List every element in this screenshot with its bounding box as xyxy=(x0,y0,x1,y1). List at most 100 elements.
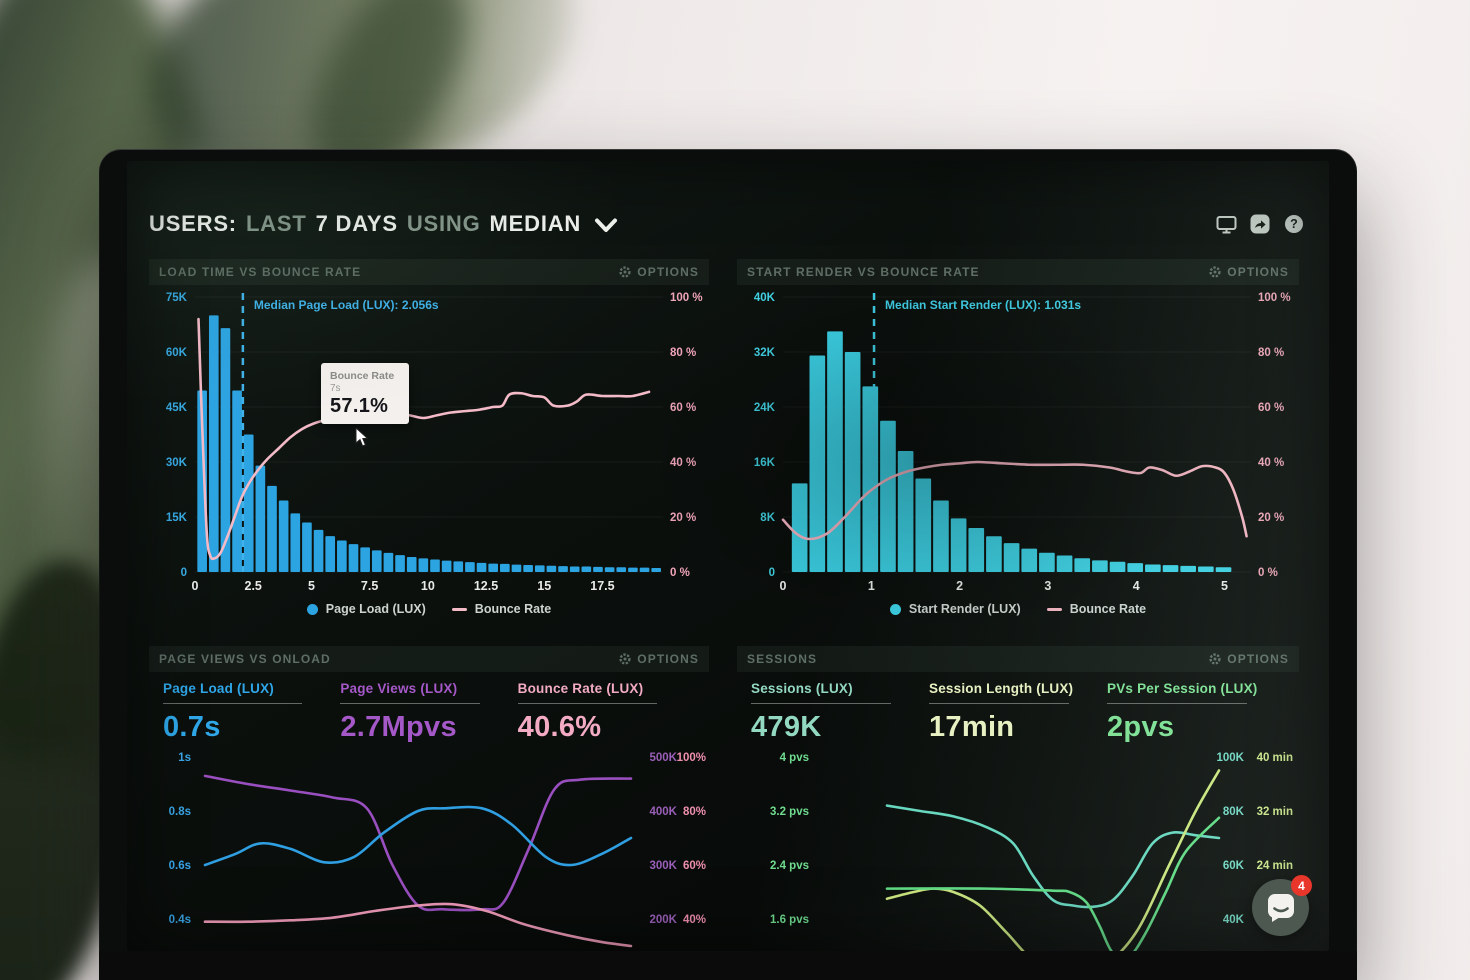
series-line xyxy=(885,816,1221,951)
options-button[interactable]: OPTIONS xyxy=(1209,265,1289,279)
bar[interactable] xyxy=(511,564,522,572)
bar[interactable] xyxy=(1215,567,1232,572)
bar[interactable] xyxy=(581,566,592,573)
bar[interactable] xyxy=(546,565,557,572)
bar[interactable] xyxy=(1198,566,1214,573)
sessions-chart[interactable]: 4 pvs 100K 40 min 3.2 pvs 80K 32 min 2.4 pvs 60… xyxy=(737,744,1297,951)
bar[interactable] xyxy=(827,331,843,572)
tooltip-value: 57.1% xyxy=(330,395,389,417)
x-axis-label: 15 xyxy=(537,579,551,593)
gear-icon xyxy=(619,653,631,665)
bar[interactable] xyxy=(267,485,277,572)
load-time-chart[interactable]: 75K 100 % 60K 80 % 45K 60 % 30K 40 % 15K 20 % 0 0 %… xyxy=(149,285,709,601)
y-axis-label: 45K xyxy=(166,402,188,414)
bar[interactable] xyxy=(1021,548,1038,572)
y2-axis-label: 200K xyxy=(650,914,678,926)
bar[interactable] xyxy=(290,513,301,572)
bar[interactable] xyxy=(862,386,879,572)
bar[interactable] xyxy=(1003,543,1020,572)
bar[interactable] xyxy=(1180,565,1197,572)
share-icon[interactable] xyxy=(1249,213,1271,235)
bar[interactable] xyxy=(968,528,985,572)
bar[interactable] xyxy=(1074,558,1091,572)
bar[interactable] xyxy=(1039,552,1055,572)
bar[interactable] xyxy=(255,465,266,572)
bar[interactable] xyxy=(395,555,405,572)
users-range-dropdown[interactable]: USERS: LAST 7 DAYS USING MEDIAN xyxy=(149,211,618,237)
bar[interactable] xyxy=(534,565,545,572)
chat-widget-button[interactable]: 4 xyxy=(1252,875,1312,936)
bar[interactable] xyxy=(809,355,826,572)
bar[interactable] xyxy=(465,562,475,572)
bar[interactable] xyxy=(243,434,254,573)
laptop-bezel xyxy=(99,951,1357,980)
display-icon[interactable] xyxy=(1215,213,1237,235)
bar[interactable] xyxy=(593,566,603,572)
panel-start-render-vs-bounce-rate: START RENDER VS BOUNCE RATE OPTIONS 40K 1… xyxy=(737,259,1299,631)
bar[interactable] xyxy=(476,562,487,572)
bar[interactable] xyxy=(383,552,394,572)
bar[interactable] xyxy=(453,561,464,572)
bar[interactable] xyxy=(406,556,417,572)
bar[interactable] xyxy=(337,540,347,572)
bar[interactable] xyxy=(371,550,382,572)
bar[interactable] xyxy=(897,451,914,572)
bar[interactable] xyxy=(488,563,499,572)
bar[interactable] xyxy=(360,547,370,572)
bar[interactable] xyxy=(986,536,1002,572)
bar[interactable] xyxy=(325,536,336,572)
bar[interactable] xyxy=(1162,565,1179,572)
y3-axis-label: 32 min xyxy=(1257,806,1293,818)
bar[interactable] xyxy=(880,420,896,572)
y-axis-label: 8K xyxy=(760,512,775,524)
bar[interactable] xyxy=(523,565,533,572)
page-views-onload-chart[interactable]: 1s 500K 100% 0.8s 400K 80% 0.6s 300K 60% 0.4s 200K… xyxy=(149,744,709,951)
bar[interactable] xyxy=(844,352,861,572)
options-button[interactable]: OPTIONS xyxy=(1209,652,1289,666)
bar[interactable] xyxy=(604,567,615,572)
bar[interactable] xyxy=(1056,555,1073,573)
bar[interactable] xyxy=(569,566,580,573)
laptop: USERS: LAST 7 DAYS USING MEDIAN xyxy=(99,149,1357,980)
y-axis-label: 0.8s xyxy=(169,806,191,818)
bar[interactable] xyxy=(500,563,510,572)
bar[interactable] xyxy=(639,567,650,572)
legend-label: Bounce Rate xyxy=(1069,602,1147,616)
bar[interactable] xyxy=(302,522,312,573)
bar[interactable] xyxy=(791,483,808,572)
y3-axis-label: 80% xyxy=(683,806,706,818)
options-button[interactable]: OPTIONS xyxy=(619,265,699,279)
options-button[interactable]: OPTIONS xyxy=(619,652,699,666)
bar[interactable] xyxy=(441,560,452,572)
x-axis-label: 17.5 xyxy=(590,579,614,593)
help-icon[interactable]: ? xyxy=(1283,213,1305,235)
bar[interactable] xyxy=(628,567,638,572)
bar[interactable] xyxy=(232,390,242,573)
bar[interactable] xyxy=(651,567,661,572)
bar[interactable] xyxy=(915,478,932,573)
bar[interactable] xyxy=(197,390,207,573)
start-render-chart[interactable]: 40K 100 % 32K 80 % 24K 60 % 16K 40 % 8K 20 % 0 0 % 0… xyxy=(737,285,1297,601)
bar[interactable] xyxy=(278,500,289,573)
bar[interactable] xyxy=(1145,564,1161,572)
x-axis-label: 7.5 xyxy=(361,579,378,593)
bar[interactable] xyxy=(220,328,231,572)
bar[interactable] xyxy=(1092,560,1108,572)
bar[interactable] xyxy=(418,558,429,572)
y3-axis-label: 100% xyxy=(677,752,706,764)
bar[interactable] xyxy=(933,500,949,573)
legend-dash xyxy=(1046,607,1062,611)
bar[interactable] xyxy=(616,567,627,572)
bar[interactable] xyxy=(348,544,359,572)
bar[interactable] xyxy=(313,529,324,572)
chat-unread-badge: 4 xyxy=(1291,875,1312,896)
bar[interactable] xyxy=(430,559,440,572)
legend-dot xyxy=(306,603,318,615)
bar[interactable] xyxy=(208,315,219,572)
bar[interactable] xyxy=(1109,561,1126,572)
bar[interactable] xyxy=(558,566,568,572)
bar[interactable] xyxy=(1127,563,1144,572)
y2-axis-label: 80 % xyxy=(670,347,696,359)
legend-dash xyxy=(451,607,467,611)
bar[interactable] xyxy=(950,518,967,572)
